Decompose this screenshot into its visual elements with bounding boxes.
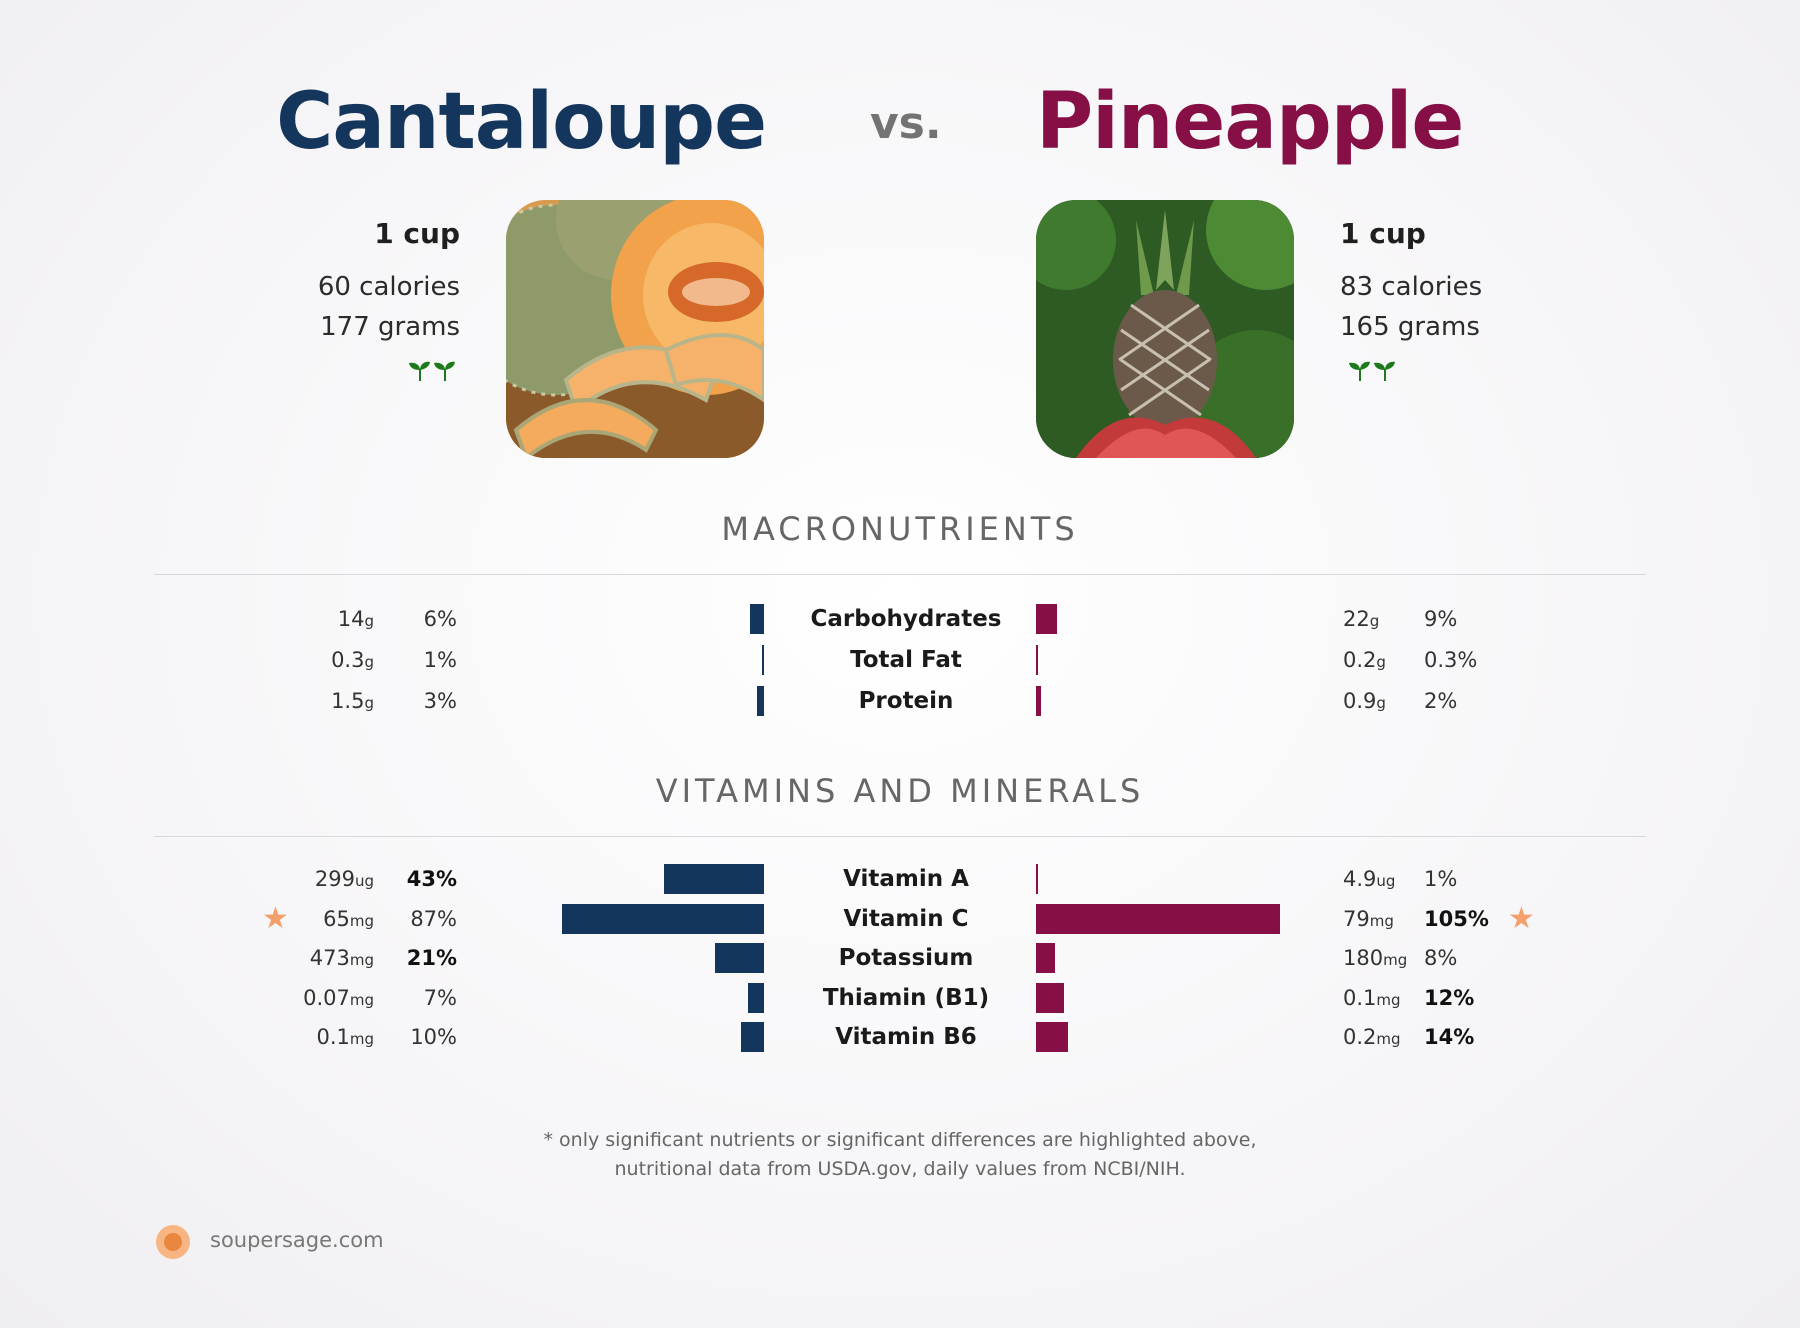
brand-link[interactable]: soupersage.com bbox=[210, 1228, 384, 1252]
nutrient-row: 0.07mg 7% Thiamin (B1) 0.1mg 12% bbox=[0, 981, 1800, 1015]
vitamins-heading: VITAMINS AND MINERALS bbox=[655, 772, 1145, 810]
nutrient-name: Vitamin B6 bbox=[835, 1024, 977, 1050]
right-bar bbox=[1036, 1022, 1069, 1052]
right-percent: 105% bbox=[1424, 906, 1489, 931]
left-amount: 0.3g bbox=[331, 648, 374, 672]
left-bar bbox=[757, 686, 764, 716]
sprout-icon bbox=[1348, 358, 1398, 388]
macronutrients-heading: MACRONUTRIENTS bbox=[721, 510, 1079, 548]
left-percent: 7% bbox=[423, 985, 457, 1010]
nutrient-name: Protein bbox=[858, 688, 954, 714]
nutrient-name: Potassium bbox=[838, 945, 974, 971]
left-bar bbox=[715, 943, 764, 973]
right-bar bbox=[1036, 645, 1038, 675]
right-amount: 0.2g bbox=[1343, 648, 1386, 672]
right-calories: 83 calories bbox=[1340, 272, 1483, 302]
nutrient-row: 14g 6% Carbohydrates 22g 9% bbox=[0, 602, 1800, 636]
right-amount: 4.9ug bbox=[1343, 867, 1396, 891]
left-amount: 65mg bbox=[323, 906, 374, 931]
left-percent: 21% bbox=[406, 946, 457, 970]
left-food-title: Cantaloupe bbox=[276, 77, 767, 167]
nutrient-name: Carbohydrates bbox=[810, 606, 1002, 632]
right-amount: 180mg bbox=[1343, 946, 1408, 970]
right-serving: 1 cup bbox=[1340, 217, 1426, 250]
right-amount: 79mg bbox=[1343, 906, 1394, 931]
left-bar bbox=[562, 903, 764, 934]
left-serving: 1 cup bbox=[374, 217, 460, 250]
vs-label: vs. bbox=[870, 98, 942, 149]
left-percent: 10% bbox=[410, 1025, 457, 1049]
right-percent: 8% bbox=[1424, 946, 1458, 970]
left-amount: 299ug bbox=[314, 867, 374, 891]
left-percent: 3% bbox=[423, 689, 457, 713]
left-percent: 6% bbox=[423, 607, 457, 631]
left-amount: 14g bbox=[337, 607, 374, 631]
left-grams: 177 grams bbox=[320, 312, 460, 342]
left-amount: 0.07mg bbox=[303, 985, 374, 1010]
soupersage-logo-inner bbox=[164, 1233, 182, 1251]
left-bar bbox=[761, 645, 764, 675]
right-bar bbox=[1036, 903, 1280, 934]
right-amount: 0.1mg bbox=[1343, 985, 1401, 1010]
nutrient-row: 0.1mg 10% Vitamin B6 0.2mg 14% bbox=[0, 1020, 1800, 1054]
right-food-title: Pineapple bbox=[1036, 77, 1464, 167]
sprout-icon bbox=[408, 358, 458, 388]
nutrient-row: 1.5g 3% Protein 0.9g 2% bbox=[0, 684, 1800, 718]
right-bar bbox=[1036, 686, 1041, 716]
footnote-line: * only significant nutrients or signific… bbox=[543, 1129, 1257, 1151]
left-bar bbox=[750, 604, 764, 634]
left-percent: 1% bbox=[423, 648, 457, 672]
right-amount: 0.9g bbox=[1343, 689, 1386, 713]
nutrient-name: Vitamin C bbox=[843, 905, 969, 932]
right-bar bbox=[1036, 982, 1064, 1013]
left-bar bbox=[747, 982, 764, 1013]
right-percent: 12% bbox=[1424, 985, 1475, 1010]
nutrient-row: ★ 65mg 87% Vitamin C 79mg 105% ★ bbox=[0, 900, 1800, 936]
footnote: * only significant nutrients or signific… bbox=[0, 1126, 1800, 1184]
right-amount: 22g bbox=[1343, 607, 1380, 631]
section-divider bbox=[154, 574, 1646, 575]
right-amount: 0.2mg bbox=[1343, 1025, 1401, 1049]
right-percent: 0.3% bbox=[1424, 648, 1478, 672]
nutrient-row: 473mg 21% Potassium 180mg 8% bbox=[0, 941, 1800, 975]
left-bar bbox=[740, 1022, 764, 1052]
footnote-line: nutritional data from USDA.gov, daily va… bbox=[614, 1158, 1186, 1180]
right-percent: 9% bbox=[1424, 607, 1458, 631]
left-percent: 43% bbox=[406, 867, 457, 891]
right-bar bbox=[1036, 604, 1057, 634]
nutrient-row: 0.3g 1% Total Fat 0.2g 0.3% bbox=[0, 643, 1800, 677]
nutrient-name: Vitamin A bbox=[843, 866, 969, 892]
left-calories: 60 calories bbox=[317, 272, 460, 302]
left-bar bbox=[664, 864, 764, 894]
star-icon: ★ bbox=[262, 900, 289, 936]
right-percent: 2% bbox=[1424, 689, 1458, 713]
star-icon: ★ bbox=[1508, 900, 1535, 936]
right-bar bbox=[1036, 864, 1039, 894]
nutrient-name: Thiamin (B1) bbox=[822, 984, 990, 1011]
nutrient-row: 299ug 43% Vitamin A 4.9ug 1% bbox=[0, 862, 1800, 896]
left-amount: 473mg bbox=[309, 946, 374, 970]
right-percent: 1% bbox=[1424, 867, 1458, 891]
right-bar bbox=[1036, 943, 1055, 973]
pineapple-photo bbox=[1036, 200, 1294, 458]
right-grams: 165 grams bbox=[1340, 312, 1480, 342]
left-percent: 87% bbox=[410, 906, 457, 931]
right-percent: 14% bbox=[1424, 1025, 1475, 1049]
nutrient-name: Total Fat bbox=[850, 647, 962, 673]
cantaloupe-photo bbox=[506, 200, 764, 458]
section-divider bbox=[154, 836, 1646, 837]
left-amount: 1.5g bbox=[331, 689, 374, 713]
left-amount: 0.1mg bbox=[316, 1025, 374, 1049]
